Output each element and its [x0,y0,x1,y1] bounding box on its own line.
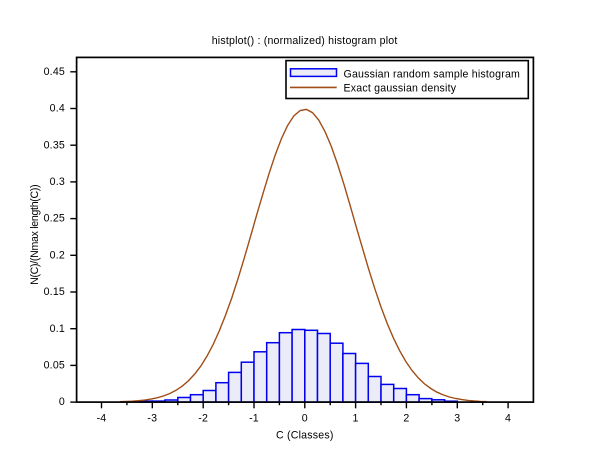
svg-text:0.05: 0.05 [44,360,65,372]
svg-text:-3: -3 [147,412,157,424]
svg-text:C (Classes): C (Classes) [276,430,334,442]
svg-text:0: 0 [59,396,65,408]
svg-text:0.35: 0.35 [44,139,65,151]
svg-text:0.15: 0.15 [44,286,65,298]
svg-text:0.25: 0.25 [44,213,65,225]
svg-text:Gaussian random sample histogr: Gaussian random sample histogram [344,68,521,80]
svg-text:-4: -4 [97,412,107,424]
svg-text:1: 1 [353,412,359,424]
svg-text:0.1: 0.1 [50,323,65,335]
svg-text:-2: -2 [198,412,208,424]
svg-text:2: 2 [403,412,409,424]
svg-text:0.2: 0.2 [50,249,65,261]
svg-text:Exact gaussian density: Exact gaussian density [344,82,457,94]
svg-text:histplot() : (normalized) hist: histplot() : (normalized) histogram plot [212,35,398,47]
svg-text:0.4: 0.4 [50,103,65,115]
svg-text:0.45: 0.45 [44,66,65,78]
svg-text:3: 3 [454,412,460,424]
svg-text:4: 4 [505,412,511,424]
svg-text:N(C)/(Nmax length(C)): N(C)/(Nmax length(C)) [29,185,41,285]
svg-text:0: 0 [302,412,308,424]
svg-text:-1: -1 [249,412,259,424]
svg-text:0.3: 0.3 [50,176,65,188]
